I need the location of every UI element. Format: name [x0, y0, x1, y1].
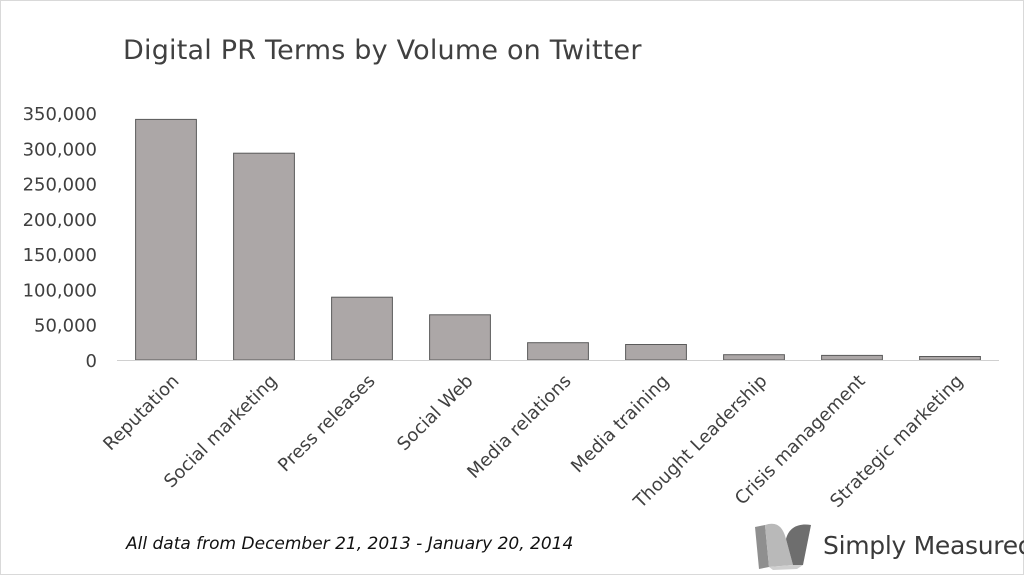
data-range-footnote: All data from December 21, 2013 - Januar… — [126, 534, 574, 554]
bar-social-web — [429, 314, 491, 361]
bar-thought-leadership — [723, 354, 785, 361]
y-tick-label: 300,000 — [23, 139, 97, 160]
simply-measured-logo-icon — [755, 523, 811, 570]
y-tick-label: 100,000 — [23, 280, 97, 301]
y-tick-label: 350,000 — [23, 104, 97, 125]
y-tick-label: 0 — [86, 351, 97, 372]
y-tick-label: 250,000 — [23, 175, 97, 196]
y-tick-label: 150,000 — [23, 245, 97, 266]
brand-name: Simply Measured — [823, 530, 1024, 560]
y-tick-label: 50,000 — [34, 316, 97, 337]
x-tick-label: Press releases — [274, 371, 379, 476]
x-tick-label: Media training — [567, 371, 673, 477]
chart-title: Digital PR Terms by Volume on Twitter — [123, 35, 642, 66]
bar-reputation — [135, 118, 197, 361]
bar-media-training — [625, 344, 687, 361]
bar-press-releases — [331, 296, 393, 361]
x-tick-label: Media relations — [463, 371, 575, 483]
bar-media-relations — [527, 342, 589, 361]
y-tick-label: 200,000 — [23, 210, 97, 231]
brand-logo: Simply Measured — [753, 519, 1024, 571]
bar-social-marketing — [233, 152, 295, 361]
bar-crisis-management — [821, 354, 883, 361]
x-tick-label: Reputation — [99, 371, 183, 455]
bar-strategic-marketing — [919, 356, 981, 361]
x-tick-label: Social Web — [393, 371, 477, 455]
